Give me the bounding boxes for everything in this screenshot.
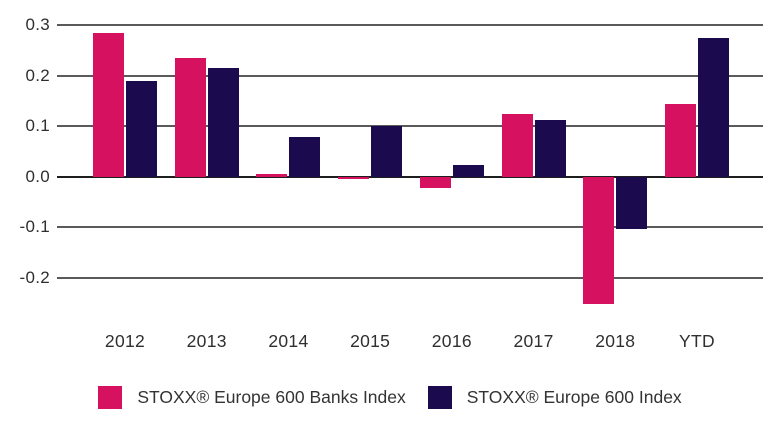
y-tick-label: 0.2 <box>25 65 50 85</box>
bar-banks-2015 <box>338 176 370 179</box>
bar-index-2017 <box>534 120 566 177</box>
bar-banks-2013 <box>174 57 206 177</box>
legend-label-index: STOXX® Europe 600 Index <box>466 387 682 407</box>
x-tick-label: 2012 <box>104 331 146 351</box>
y-tick-label: 0.3 <box>25 15 50 35</box>
bar-index-2013 <box>207 68 239 177</box>
bar-index-2018 <box>616 176 648 230</box>
bar-banks-2017 <box>501 113 533 177</box>
bar-index-ytd <box>697 37 729 177</box>
x-tick-label: 2013 <box>186 331 227 351</box>
gridline <box>57 24 763 27</box>
legend: STOXX® Europe 600 Banks Index STOXX® Eur… <box>0 386 780 409</box>
gridline <box>57 276 763 279</box>
bar-banks-2016 <box>419 176 451 188</box>
bar-index-2015 <box>371 126 403 177</box>
plot-area <box>57 10 763 318</box>
legend-item-europe-index: STOXX® Europe 600 Index <box>427 386 682 409</box>
gridline <box>57 74 763 77</box>
x-tick-label: 2014 <box>268 331 309 351</box>
bar-index-2016 <box>452 165 484 177</box>
legend-label-banks: STOXX® Europe 600 Banks Index <box>137 387 406 407</box>
y-tick-label: -0.1 <box>19 217 50 237</box>
bar-banks-ytd <box>664 104 696 177</box>
x-tick-label: 2015 <box>350 331 391 351</box>
legend-swatch-index-icon <box>427 386 452 409</box>
bar-banks-2014 <box>256 174 288 177</box>
y-tick-label: 0.0 <box>25 166 50 186</box>
gridline <box>57 125 763 128</box>
x-tick-label: 2017 <box>513 331 554 351</box>
x-tick-label: 2018 <box>595 331 636 351</box>
x-tick-label: YTD <box>679 331 715 351</box>
legend-item-banks-index: STOXX® Europe 600 Banks Index <box>98 386 406 409</box>
bar-index-2012 <box>126 80 157 177</box>
gridline <box>57 226 763 229</box>
bar-index-2014 <box>289 137 321 177</box>
x-tick-label: 2016 <box>431 331 472 351</box>
y-tick-label: 0.1 <box>25 116 50 136</box>
legend-swatch-banks-icon <box>98 386 123 409</box>
y-tick-label: -0.2 <box>19 267 50 287</box>
bar-banks-2018 <box>583 176 615 305</box>
zero-axis-line <box>57 175 763 178</box>
bar-banks-2012 <box>93 32 124 177</box>
